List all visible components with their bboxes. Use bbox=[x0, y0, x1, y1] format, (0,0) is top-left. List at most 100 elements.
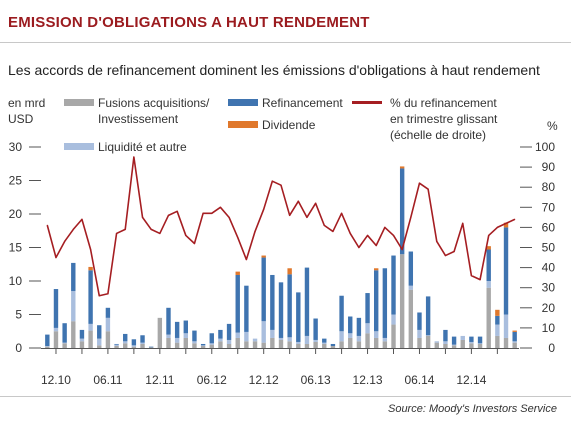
bar-refinancement bbox=[88, 270, 93, 324]
bar-refinancement bbox=[391, 255, 396, 315]
line-point bbox=[271, 180, 273, 182]
line-point bbox=[133, 156, 135, 158]
bar-ma bbox=[174, 342, 180, 348]
bar-liquidite bbox=[270, 329, 275, 338]
title-divider bbox=[0, 42, 571, 43]
left-axis-tick-label: 10 bbox=[9, 274, 23, 288]
bar-liquidite bbox=[356, 335, 362, 342]
bar-refinancement bbox=[226, 323, 232, 340]
bar-ma bbox=[218, 341, 223, 348]
bar-ma bbox=[356, 341, 362, 348]
bar-refinancement bbox=[79, 329, 85, 339]
line-point bbox=[289, 214, 291, 216]
bar-ma bbox=[304, 343, 310, 348]
bar-liquidite bbox=[252, 338, 258, 342]
bar-dividende bbox=[486, 246, 491, 250]
bar-dividende bbox=[374, 268, 379, 271]
bar-liquidite bbox=[140, 342, 145, 344]
bar-refinancement bbox=[356, 317, 362, 336]
right-axis-tick-label: 100 bbox=[535, 140, 555, 154]
bar-ma bbox=[313, 341, 318, 348]
bar-refinancement bbox=[53, 289, 59, 328]
line-point bbox=[392, 234, 395, 237]
bar-refinancement bbox=[270, 274, 275, 330]
bar-refinancement bbox=[114, 343, 119, 345]
bar-ma bbox=[200, 345, 206, 348]
bar-liquidite bbox=[105, 317, 111, 332]
bar-liquidite bbox=[79, 338, 85, 342]
bar-liquidite bbox=[434, 341, 439, 343]
bar-liquidite bbox=[244, 331, 249, 342]
line-point bbox=[193, 242, 196, 245]
bar-liquidite bbox=[417, 329, 422, 338]
bar-ma bbox=[235, 337, 240, 348]
bar-refinancement bbox=[278, 282, 284, 338]
line-point bbox=[98, 295, 100, 297]
bar-refinancement bbox=[408, 251, 414, 286]
legend-swatch-line bbox=[352, 101, 382, 104]
right-axis-tick-label: 90 bbox=[542, 160, 556, 174]
line-point bbox=[90, 248, 92, 251]
bar-liquidite bbox=[382, 337, 388, 342]
bar-liquidite bbox=[486, 281, 491, 288]
bar-liquidite bbox=[503, 314, 509, 338]
line-point bbox=[488, 234, 490, 237]
line-point bbox=[401, 248, 403, 251]
bar-ma bbox=[166, 337, 171, 348]
x-axis-tick-label: 12.14 bbox=[456, 373, 486, 387]
bar-ma bbox=[399, 254, 405, 348]
bar-dividende bbox=[88, 266, 93, 271]
bar-refinancement bbox=[209, 333, 214, 344]
bar-refinancement bbox=[166, 307, 171, 335]
bar-ma bbox=[88, 330, 93, 348]
bar-refinancement bbox=[304, 267, 310, 336]
bar-dividende bbox=[287, 268, 292, 275]
bar-ma bbox=[244, 341, 249, 348]
bar-liquidite bbox=[261, 321, 266, 343]
bar-ma bbox=[252, 341, 258, 348]
bar-ma bbox=[71, 321, 76, 348]
bar-refinancement bbox=[469, 336, 474, 342]
line-point bbox=[55, 256, 57, 259]
bar-liquidite bbox=[348, 333, 353, 338]
bar-dividende bbox=[235, 271, 240, 275]
line-point bbox=[107, 293, 109, 295]
bar-ma bbox=[322, 343, 327, 348]
bar-refinancement bbox=[399, 168, 405, 255]
left-axis-tick-label: 20 bbox=[9, 207, 23, 221]
line-point bbox=[141, 216, 144, 218]
bar-refinancement bbox=[477, 336, 483, 344]
bar-liquidite bbox=[460, 335, 465, 340]
bar-ma bbox=[183, 337, 188, 348]
source-note: Source: Moody's Investors Service bbox=[387, 403, 557, 415]
line-point bbox=[81, 218, 83, 220]
left-axis-tick-label: 15 bbox=[9, 241, 23, 255]
line-point bbox=[427, 188, 429, 190]
bar-ma bbox=[477, 343, 483, 348]
bar-liquidite bbox=[192, 341, 197, 344]
legend-label-ma-line1: Fusions acquisitions/ bbox=[98, 96, 210, 110]
bar-liquidite bbox=[174, 337, 180, 343]
bar-refinancement bbox=[287, 274, 292, 338]
bar-ma bbox=[417, 337, 422, 348]
bar-ma bbox=[148, 347, 154, 348]
bar-ma bbox=[296, 343, 301, 348]
chart-subtitle: Les accords de refinancement dominent le… bbox=[8, 62, 540, 78]
bar-ma bbox=[348, 337, 353, 348]
line-point bbox=[219, 206, 222, 208]
line-point bbox=[297, 200, 299, 202]
line-point bbox=[384, 226, 386, 228]
bar-liquidite bbox=[322, 342, 327, 344]
legend-swatch-liq bbox=[64, 143, 94, 150]
bar-refinancement bbox=[365, 293, 370, 324]
bar-ma bbox=[339, 341, 344, 348]
bar-refinancement bbox=[451, 336, 457, 345]
bar-liquidite bbox=[209, 343, 214, 345]
bar-liquidite bbox=[53, 327, 59, 332]
bar-refinancement bbox=[218, 329, 223, 339]
line-point bbox=[479, 279, 481, 281]
line-point bbox=[436, 240, 438, 243]
chart-title: EMISSION D'OBLIGATIONS A HAUT RENDEMENT bbox=[8, 14, 370, 31]
bar-refinancement bbox=[131, 339, 137, 346]
line-point bbox=[306, 216, 308, 218]
